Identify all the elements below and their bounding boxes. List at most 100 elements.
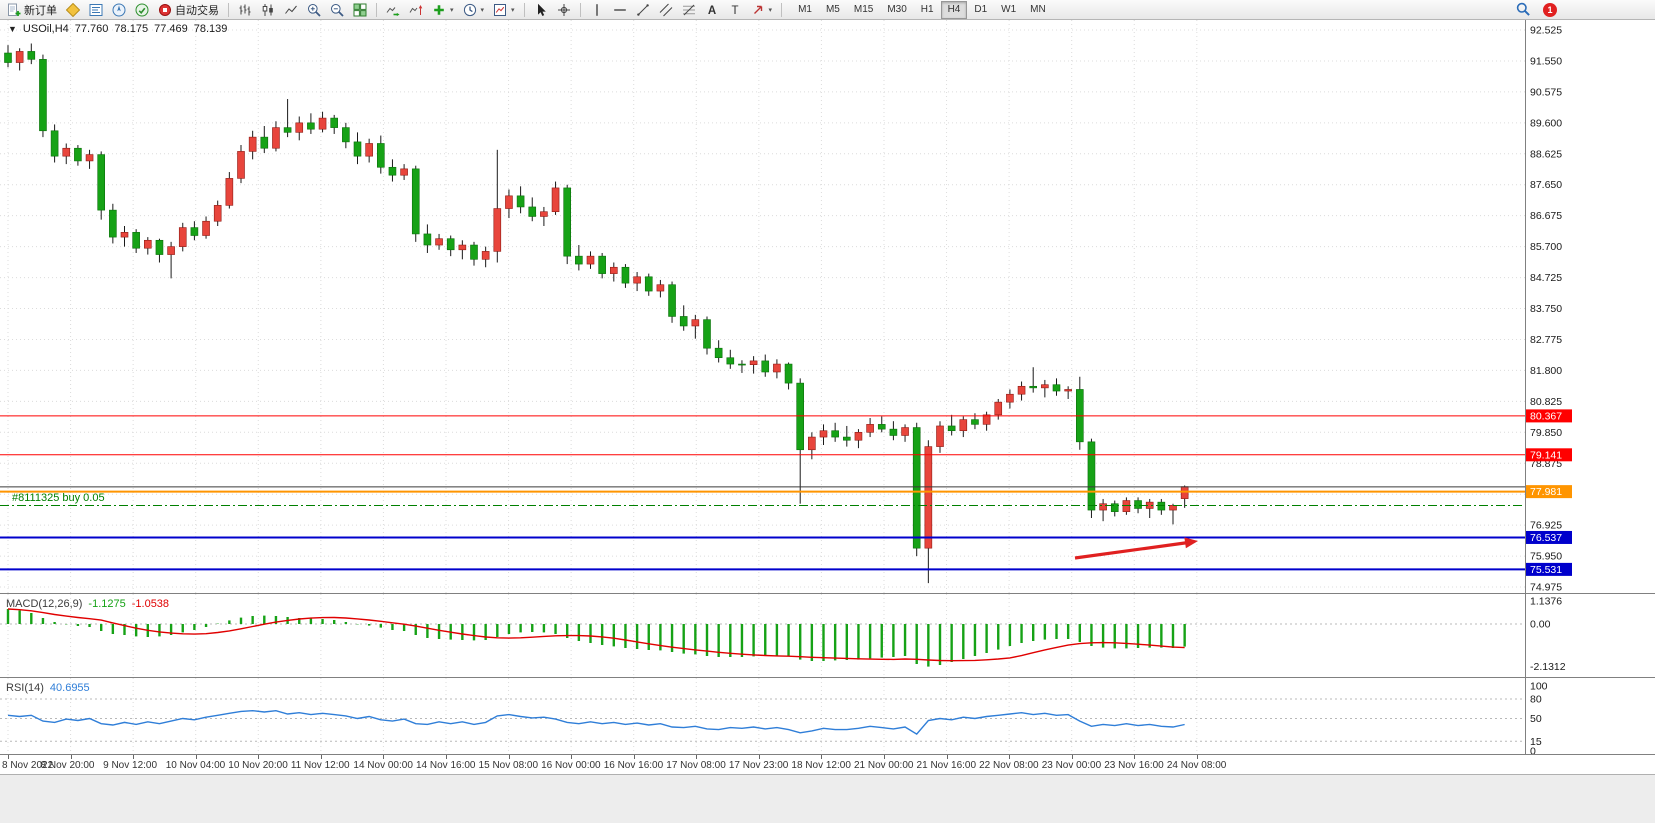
svg-text:50: 50 xyxy=(1530,713,1542,725)
one-click-trading-toggle[interactable]: ▼ xyxy=(8,24,17,34)
timeframe-button-mn[interactable]: MN xyxy=(1023,1,1053,19)
svg-text:75.950: 75.950 xyxy=(1530,551,1562,563)
tile-windows-button[interactable] xyxy=(349,1,371,19)
terminal-icon xyxy=(135,3,149,16)
trendline-tool-button[interactable] xyxy=(632,1,654,19)
crosshair-icon xyxy=(557,3,570,16)
cursor-button[interactable] xyxy=(530,1,552,19)
time-label: 14 Nov 00:00 xyxy=(353,760,413,771)
label-tool-button[interactable]: T xyxy=(724,1,746,19)
candlestick-chart-button[interactable] xyxy=(257,1,279,19)
time-tick xyxy=(445,755,447,759)
candlestick-icon xyxy=(262,3,273,16)
toolbar-right-group: 1 xyxy=(1512,1,1557,19)
main-chart[interactable]: 92.525 91.550 90.575 89.600 88.625 87.650 86.6… xyxy=(0,20,1655,594)
svg-text:100: 100 xyxy=(1530,681,1548,693)
new-order-label: 新订单 xyxy=(24,4,57,17)
market-watch-button[interactable] xyxy=(85,1,107,19)
new-order-button[interactable]: 新订单 xyxy=(3,1,61,19)
market-watch-icon xyxy=(89,3,103,16)
macd-panel[interactable]: 1.1376 0.00 -2.1312 xyxy=(0,594,1655,678)
line-chart-button[interactable] xyxy=(280,1,302,19)
bar-chart-button[interactable] xyxy=(234,1,256,19)
search-icon xyxy=(1516,2,1530,16)
terminal-button[interactable] xyxy=(131,1,153,19)
time-tick xyxy=(258,755,260,759)
text-tool-button[interactable]: A xyxy=(701,1,723,19)
channel-tool-button[interactable] xyxy=(655,1,677,19)
horizontal-lines[interactable] xyxy=(0,415,1525,571)
time-label: 16 Nov 16:00 xyxy=(603,760,664,771)
chevron-down-icon: ▾ xyxy=(480,6,485,14)
horizontal-line-tool-button[interactable] xyxy=(609,1,631,19)
zoom-out-button[interactable] xyxy=(326,1,348,19)
time-tick xyxy=(758,755,760,759)
macd-scale[interactable]: 1.1376 0.00 -2.1312 xyxy=(1525,594,1655,678)
timeframe-button-m30[interactable]: M30 xyxy=(880,1,913,19)
time-tick xyxy=(1009,755,1011,759)
navigator-button[interactable] xyxy=(108,1,130,19)
search-button[interactable] xyxy=(1512,1,1535,19)
toolbar-separator xyxy=(579,2,581,17)
indicators-button[interactable]: ▾ xyxy=(428,1,458,19)
time-scale[interactable]: 8 Nov 2022 8 Nov 20:00 9 Nov 12:00 10 Nov 0… xyxy=(0,755,1655,774)
time-tick xyxy=(383,755,385,759)
arrows-tool-button[interactable]: ▾ xyxy=(747,1,777,19)
zoom-in-icon xyxy=(308,3,321,17)
macd-signal-line xyxy=(7,608,1185,662)
fibonacci-icon xyxy=(682,4,695,15)
time-tick xyxy=(946,755,948,759)
time-label: 23 Nov 16:00 xyxy=(1104,760,1164,771)
time-label: 21 Nov 00:00 xyxy=(853,760,914,771)
svg-text:84.725: 84.725 xyxy=(1530,272,1562,284)
vertical-line-icon xyxy=(595,3,598,16)
timeframe-button-d1[interactable]: D1 xyxy=(967,1,994,19)
chart-shift-icon xyxy=(409,4,423,15)
time-tick xyxy=(320,755,322,759)
zoom-out-icon xyxy=(331,3,344,17)
time-tick xyxy=(133,755,135,759)
time-tick xyxy=(821,755,823,759)
time-label: 17 Nov 08:00 xyxy=(666,760,726,771)
timeframe-button-h4[interactable]: H4 xyxy=(940,0,968,19)
metaeditor-button[interactable] xyxy=(62,1,84,19)
notification-badge[interactable]: 1 xyxy=(1543,2,1557,17)
periods-button[interactable]: ▾ xyxy=(459,1,489,19)
time-label: 10 Nov 04:00 xyxy=(165,760,226,771)
svg-text:75.531: 75.531 xyxy=(1530,564,1562,576)
auto-scroll-button[interactable] xyxy=(382,1,404,19)
svg-text:81.800: 81.800 xyxy=(1530,365,1562,377)
svg-text:86.675: 86.675 xyxy=(1530,210,1562,222)
time-tick xyxy=(508,755,510,759)
timeframe-button-m15[interactable]: M15 xyxy=(847,1,880,19)
chart-shift-button[interactable] xyxy=(405,1,427,19)
timeframe-button-h1[interactable]: H1 xyxy=(914,1,941,19)
svg-text:T: T xyxy=(731,5,738,17)
zoom-in-button[interactable] xyxy=(303,1,325,19)
time-tick xyxy=(1134,755,1136,759)
chevron-down-icon: ▾ xyxy=(511,6,515,14)
toolbar-separator xyxy=(376,2,377,17)
indicators-icon xyxy=(434,4,444,15)
arrows-icon xyxy=(753,5,762,14)
crosshair-button[interactable] xyxy=(553,1,575,19)
autotrading-button[interactable]: 自动交易 xyxy=(154,1,223,19)
vertical-line-tool-button[interactable] xyxy=(586,1,608,19)
timeframe-button-m5[interactable]: M5 xyxy=(819,1,847,19)
time-tick xyxy=(1071,755,1073,759)
metaeditor-icon xyxy=(66,2,80,17)
price-scale[interactable]: 92.525 91.550 90.575 89.600 88.625 87.650 86.6… xyxy=(1525,20,1655,594)
autotrading-icon xyxy=(159,3,171,16)
templates-button[interactable]: ▾ xyxy=(489,1,519,19)
trendline-icon xyxy=(636,3,649,16)
arrow-annotation[interactable] xyxy=(1074,537,1198,560)
time-label: 22 Nov 08:00 xyxy=(979,760,1039,771)
fibonacci-tool-button[interactable] xyxy=(678,1,700,19)
autotrading-label: 自动交易 xyxy=(175,4,219,17)
svg-text:82.775: 82.775 xyxy=(1530,334,1562,346)
timeframe-button-m1[interactable]: M1 xyxy=(791,1,819,19)
bar-chart-icon xyxy=(239,4,251,15)
timeframe-button-w1[interactable]: W1 xyxy=(994,1,1023,19)
